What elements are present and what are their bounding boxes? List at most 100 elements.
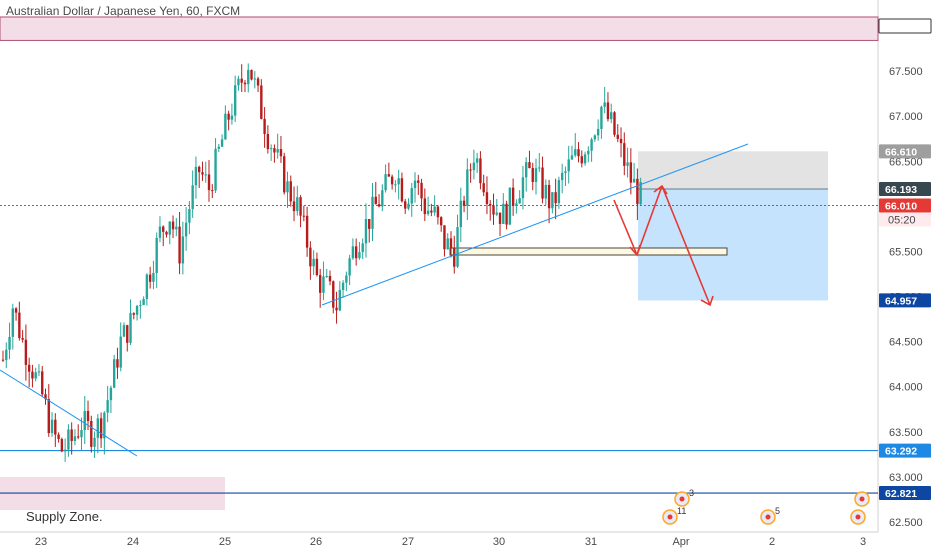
candle-body — [73, 436, 77, 441]
candle-body — [201, 172, 204, 175]
candle-body — [256, 78, 260, 86]
candle-body — [132, 313, 135, 315]
candle-body — [112, 359, 116, 388]
candle-body — [11, 308, 15, 337]
event-marker-au-1[interactable]: 3 — [674, 488, 694, 507]
price-badge — [879, 198, 931, 213]
candle-body — [639, 182, 642, 205]
candle-body — [511, 187, 515, 206]
candle-body — [103, 412, 106, 439]
drawing-zones — [0, 16, 879, 510]
candle-body — [315, 258, 319, 276]
candle-body — [77, 436, 80, 438]
candle-body — [348, 258, 351, 276]
candle-body — [299, 197, 302, 216]
event-marker-au-3[interactable] — [854, 491, 870, 507]
candle-body — [590, 139, 593, 151]
candle-body — [610, 112, 613, 120]
price-badge-label: 66.193 — [885, 184, 917, 196]
price-badge — [879, 181, 931, 196]
candle-body — [250, 69, 253, 80]
candle-body — [636, 178, 639, 205]
candle-body — [613, 112, 616, 135]
event-count: 5 — [775, 506, 780, 516]
candle-body — [230, 115, 234, 120]
candle-body — [116, 359, 119, 368]
supply-zone-label: Supply Zone. — [26, 509, 103, 524]
candle-body — [240, 78, 243, 83]
price-badge-label: 66.610 — [885, 146, 917, 158]
candle-body — [616, 134, 619, 139]
time-tick-label: 3 — [860, 536, 866, 548]
candle-body — [466, 169, 469, 206]
candle-body — [374, 196, 377, 205]
candle-body — [14, 308, 18, 313]
candle-body — [495, 212, 498, 215]
time-tick-label: 31 — [585, 536, 597, 548]
candle-body — [296, 197, 299, 212]
candle-body — [168, 221, 171, 235]
candle-body — [90, 421, 93, 447]
price-tick-label: 65.500 — [889, 246, 923, 258]
candle-body — [155, 237, 158, 273]
candle-body — [554, 192, 557, 204]
candle-body — [198, 166, 201, 173]
candle-body — [629, 162, 633, 183]
event-marker-au-4[interactable] — [850, 509, 866, 525]
countdown-badge — [879, 212, 931, 227]
time-tick-label: 30 — [493, 536, 505, 548]
price-tick-label: 67.000 — [889, 111, 923, 123]
candle-body — [547, 184, 551, 209]
candle-body — [279, 149, 283, 157]
candle-body — [145, 274, 149, 299]
candle-body — [191, 185, 194, 210]
candle-body — [328, 276, 332, 282]
candle-body — [436, 206, 440, 218]
price-badge-label: 66.010 — [885, 200, 917, 212]
event-count: 3 — [689, 488, 694, 498]
price-tick-label: 64.000 — [889, 382, 923, 394]
candle-body — [560, 172, 564, 181]
candle-body — [119, 336, 122, 368]
candle-body — [413, 180, 417, 189]
candle-body — [162, 226, 165, 232]
candle-body — [381, 190, 384, 207]
resistance-zone-top — [0, 16, 879, 41]
candle-body — [139, 305, 142, 307]
candle-body — [446, 238, 449, 250]
chart-title: Australian Dollar / Japanese Yen, 60, FX… — [6, 4, 241, 18]
candle-body — [498, 212, 502, 224]
candle-body — [135, 305, 139, 315]
candle-body — [361, 243, 364, 253]
candle-body — [345, 275, 348, 283]
candle-body — [453, 248, 456, 267]
event-marker-au-2[interactable]: 11 — [662, 506, 686, 525]
candle-body — [37, 371, 41, 373]
price-tick-label: 63.000 — [889, 472, 923, 484]
candle-body — [158, 226, 162, 238]
candle-body — [286, 181, 289, 193]
candle-body — [407, 203, 410, 209]
candle-body — [207, 174, 211, 191]
price-badge — [879, 486, 931, 501]
event-count: 11 — [677, 506, 686, 516]
arrow-head-3 — [700, 295, 714, 307]
candle-body — [430, 210, 433, 213]
event-marker-us[interactable]: 5 — [760, 506, 780, 525]
candle-body — [50, 419, 54, 434]
candle-body — [283, 156, 286, 193]
candle-body — [557, 180, 561, 204]
time-tick-label: 26 — [310, 536, 322, 548]
candle-body — [152, 272, 155, 282]
price-tick-label: 63.500 — [889, 427, 923, 439]
candle-body — [309, 247, 312, 267]
candle-body — [1, 359, 5, 361]
candle-body — [632, 178, 636, 183]
candle-body — [142, 298, 145, 306]
candle-body — [129, 313, 132, 343]
candle-body — [439, 217, 443, 226]
candle-body — [247, 69, 250, 85]
economic-events[interactable]: 311 5 — [662, 488, 870, 525]
candle-body — [224, 113, 227, 140]
